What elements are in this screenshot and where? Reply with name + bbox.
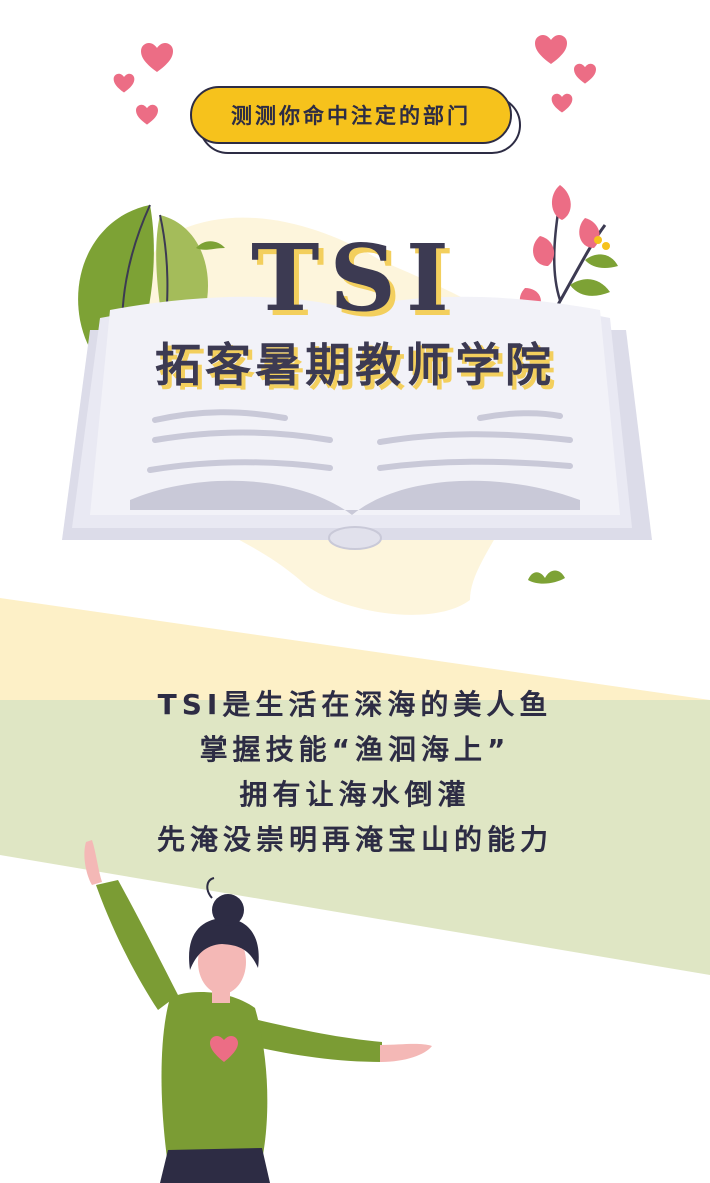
- heart-icon: [551, 93, 573, 113]
- heart-icon: [574, 63, 596, 84]
- heart-icon: [113, 73, 135, 93]
- poem-line: 拥有让海水倒灌: [239, 778, 471, 811]
- left-hand: [84, 840, 102, 885]
- page-subtitle: 拓客暑期教师学院: [155, 338, 555, 392]
- shirt: [161, 992, 268, 1165]
- heart-icon: [136, 104, 158, 125]
- sprout-icon: [528, 570, 565, 584]
- right-arm: [248, 1018, 382, 1062]
- hair-bun: [212, 894, 244, 926]
- heart-icon: [210, 1036, 238, 1062]
- poem-line: 先淹没崇明再淹宝山的能力: [156, 823, 553, 856]
- page-title: TSI: [251, 224, 459, 332]
- hair: [189, 918, 259, 970]
- poem-line: 掌握技能“渔洄海上”: [199, 733, 511, 766]
- heart-icon: [535, 35, 567, 64]
- quiz-badge[interactable]: 测测你命中注定的部门: [190, 86, 512, 144]
- left-arm: [96, 880, 178, 1010]
- right-hand: [380, 1043, 432, 1062]
- poem-block: TSI是生活在深海的美人鱼 掌握技能“渔洄海上” 拥有让海水倒灌 先淹没崇明再淹…: [0, 682, 710, 862]
- open-book: [62, 296, 652, 550]
- pants: [160, 1148, 270, 1183]
- poem-line: TSI是生活在深海的美人鱼: [157, 688, 553, 721]
- heart-icon: [141, 43, 173, 72]
- band-green: [0, 700, 710, 975]
